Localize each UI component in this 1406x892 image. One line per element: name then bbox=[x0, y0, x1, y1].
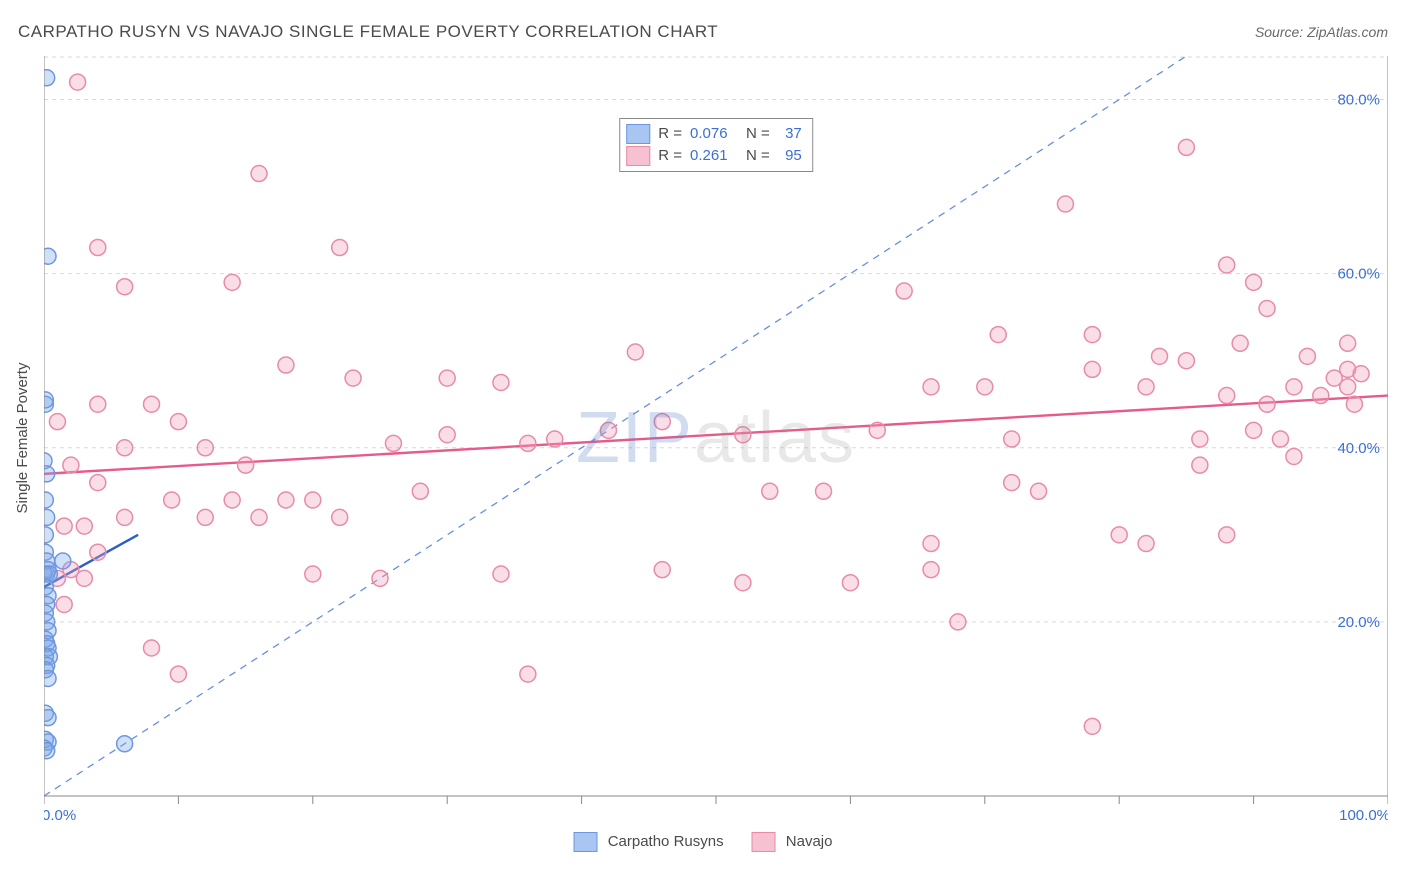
series-label-carpatho: Carpatho Rusyns bbox=[608, 833, 724, 850]
legend-n-value-carpatho: 37 bbox=[778, 123, 802, 145]
series-legend: Carpatho Rusyns Navajo bbox=[574, 832, 833, 852]
stats-legend-row-navajo: R = 0.261 N = 95 bbox=[626, 145, 802, 167]
series-legend-item-carpatho: Carpatho Rusyns bbox=[574, 832, 724, 852]
svg-text:80.0%: 80.0% bbox=[1337, 92, 1380, 109]
legend-swatch-carpatho bbox=[626, 124, 650, 144]
legend-swatch-navajo bbox=[626, 146, 650, 166]
series-swatch-navajo bbox=[752, 832, 776, 852]
svg-text:100.0%: 100.0% bbox=[1339, 807, 1388, 820]
stats-legend-row-carpatho: R = 0.076 N = 37 bbox=[626, 123, 802, 145]
series-legend-item-navajo: Navajo bbox=[752, 832, 833, 852]
legend-r-value-carpatho: 0.076 bbox=[690, 123, 738, 145]
svg-text:60.0%: 60.0% bbox=[1337, 266, 1380, 283]
svg-text:40.0%: 40.0% bbox=[1337, 440, 1380, 457]
legend-n-value-navajo: 95 bbox=[778, 145, 802, 167]
stats-legend-box: R = 0.076 N = 37 R = 0.261 N = 95 bbox=[619, 118, 813, 172]
legend-r-label: R = bbox=[658, 123, 682, 145]
legend-n-label: N = bbox=[746, 123, 770, 145]
chart-title: CARPATHO RUSYN VS NAVAJO SINGLE FEMALE P… bbox=[18, 22, 718, 41]
y-axis-label: Single Female Poverty bbox=[14, 56, 34, 820]
chart-plot: 20.0%40.0%60.0%80.0%0.0%100.0% ZIPatlas … bbox=[44, 56, 1388, 820]
svg-text:0.0%: 0.0% bbox=[44, 807, 76, 820]
legend-n-label: N = bbox=[746, 145, 770, 167]
series-swatch-carpatho bbox=[574, 832, 598, 852]
svg-text:20.0%: 20.0% bbox=[1337, 614, 1380, 631]
source-attribution: Source: ZipAtlas.com bbox=[1255, 24, 1388, 40]
legend-r-value-navajo: 0.261 bbox=[690, 145, 738, 167]
series-label-navajo: Navajo bbox=[786, 833, 833, 850]
legend-r-label: R = bbox=[658, 145, 682, 167]
